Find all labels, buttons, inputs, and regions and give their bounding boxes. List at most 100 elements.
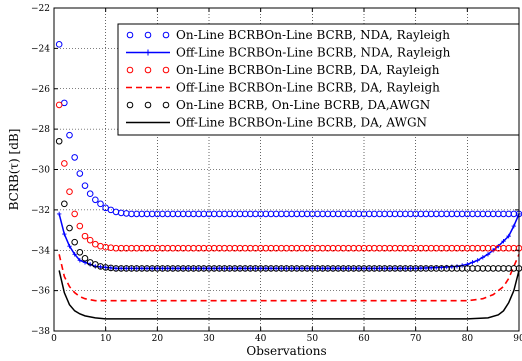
legend-marker	[126, 66, 134, 74]
data-point	[397, 266, 403, 271]
legend-marker	[144, 31, 152, 39]
legend-label: On-Line BCRBOn-Line BCRB, DA, Rayleigh	[176, 63, 440, 77]
data-point	[170, 266, 176, 271]
x-tick-label: 30	[203, 334, 215, 344]
data-point	[248, 266, 253, 271]
data-point	[382, 266, 387, 271]
data-point	[56, 211, 62, 217]
data-point	[67, 244, 72, 249]
legend-label: On-Line BCRB, On-Line BCRB, DA,AWGN	[176, 98, 430, 112]
legend: On-Line BCRBOn-Line BCRB, NDA, Rayleigh O…	[117, 23, 520, 136]
data-point	[387, 266, 393, 271]
data-point	[108, 265, 114, 271]
data-point	[118, 266, 124, 271]
legend-label: Off-Line BCRBOn-Line BCRB, NDA, Rayleigh	[176, 46, 451, 60]
legend-marker	[162, 31, 170, 39]
data-point	[86, 190, 94, 198]
legend-marker	[126, 31, 134, 39]
legend-entry: Off-Line BCRBOn-Line BCRB, DA, AWGN	[126, 116, 427, 130]
data-point	[113, 266, 119, 271]
data-point	[112, 208, 120, 216]
legend-marker	[126, 101, 134, 109]
y-tick-label: −28	[31, 125, 50, 135]
data-point	[351, 266, 356, 271]
data-point	[71, 210, 78, 218]
data-point	[418, 266, 424, 271]
data-point	[81, 255, 89, 262]
legend-marker	[145, 49, 151, 56]
data-point	[66, 131, 73, 139]
data-point	[372, 266, 377, 271]
legend-entry: Off-Line BCRBOn-Line BCRB, NDA, Rayleigh	[126, 46, 451, 60]
data-point	[103, 265, 108, 270]
data-point	[97, 200, 104, 208]
legend-entry: On-Line BCRBOn-Line BCRB, DA, Rayleigh	[126, 63, 440, 77]
data-point	[149, 266, 155, 271]
legend-marker	[144, 66, 152, 74]
data-point	[134, 266, 139, 271]
y-tick-label: −24	[31, 44, 50, 54]
legend-label: On-Line BCRBOn-Line BCRB, NDA, Rayleigh	[176, 28, 450, 42]
data-point	[315, 266, 320, 271]
data-point	[139, 266, 145, 271]
data-point	[206, 266, 212, 271]
data-point	[92, 196, 99, 204]
data-point	[227, 266, 232, 271]
data-point	[211, 266, 217, 271]
data-point	[201, 266, 207, 271]
data-point	[341, 266, 346, 271]
data-point	[129, 266, 134, 271]
data-point	[144, 266, 150, 271]
data-point	[222, 266, 227, 271]
y-tick-label: −32	[31, 206, 50, 216]
y-axis-label: BCRB(τ) [dB]	[7, 129, 21, 211]
data-point	[76, 248, 84, 256]
legend-label: Off-Line BCRBOn-Line BCRB, DA, AWGN	[176, 116, 427, 130]
legend-marker	[162, 101, 170, 109]
data-point	[408, 266, 413, 271]
data-point	[434, 265, 439, 270]
series-5	[55, 137, 522, 272]
series-line	[58, 253, 520, 302]
series-4	[58, 253, 520, 302]
data-point	[66, 188, 73, 196]
data-point	[511, 223, 517, 229]
ticks: 0 10 20 30 40 50 60 70 80 90 −38 −36 −34 −32 −30 −28 −26…	[31, 4, 522, 344]
data-point	[62, 231, 67, 237]
data-point	[165, 266, 170, 271]
data-point	[304, 266, 310, 271]
data-point	[279, 266, 284, 271]
series-6	[58, 270, 520, 320]
data-point	[175, 266, 181, 271]
data-point	[475, 258, 480, 263]
data-point	[268, 266, 274, 271]
data-point	[55, 101, 63, 109]
data-point	[97, 242, 104, 250]
data-point	[501, 238, 506, 244]
data-point	[191, 266, 196, 271]
data-point	[428, 265, 434, 271]
x-tick-label: 20	[152, 334, 164, 344]
data-point	[506, 233, 511, 239]
data-point	[310, 266, 315, 271]
legend-label: Off-Line BCRBOn-Line BCRB, DA, Rayleigh	[176, 81, 440, 95]
y-tick-label: −38	[31, 327, 50, 337]
x-tick-label: 0	[51, 334, 57, 344]
data-point	[485, 252, 491, 257]
data-point	[71, 154, 78, 161]
data-point	[66, 224, 73, 232]
data-point	[346, 266, 351, 271]
legend-entry: On-Line BCRBOn-Line BCRB, NDA, Rayleigh	[126, 28, 450, 42]
x-tick-label: 60	[358, 334, 370, 344]
data-point	[299, 266, 305, 271]
x-tick-label: 10	[100, 334, 112, 344]
data-point	[180, 266, 186, 271]
x-tick-label: 50	[307, 334, 319, 344]
data-point	[470, 260, 475, 265]
x-tick-label: 90	[513, 334, 522, 344]
y-tick-label: −26	[31, 85, 50, 95]
data-point	[186, 266, 191, 271]
data-point	[61, 200, 68, 208]
data-point	[294, 266, 300, 271]
